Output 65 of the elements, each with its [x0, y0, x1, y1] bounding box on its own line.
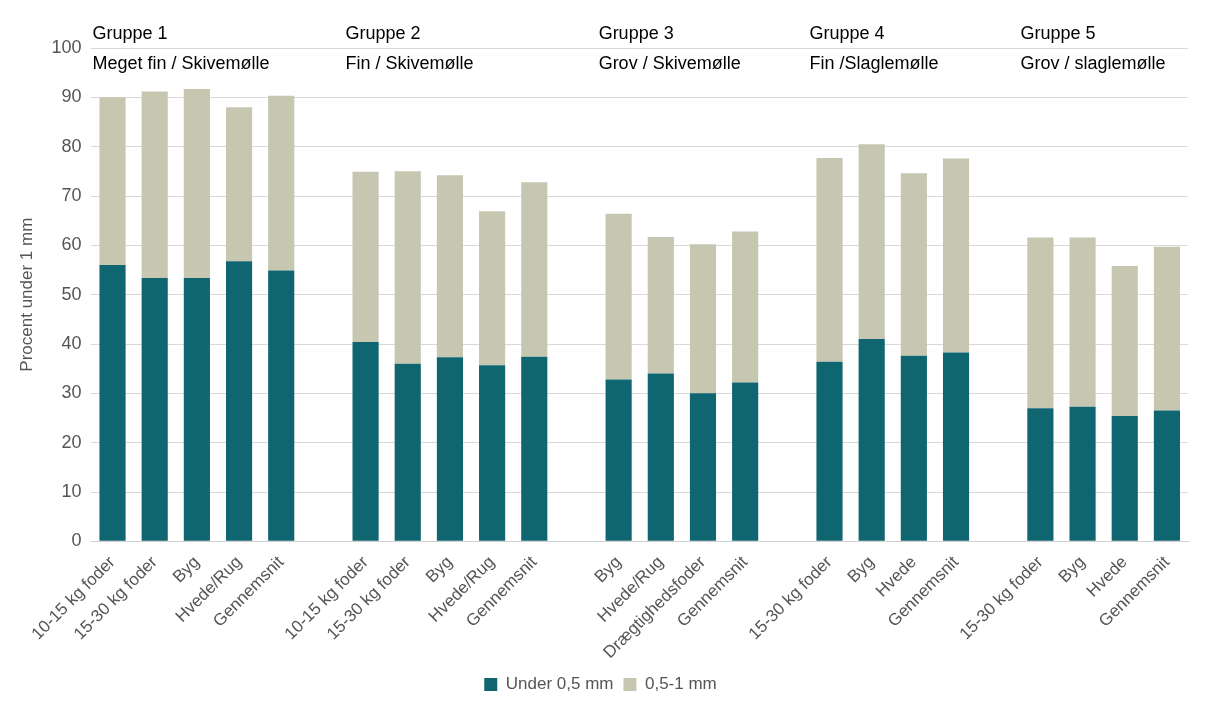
bar: [352, 342, 379, 541]
bar: [732, 231, 759, 383]
bar: [732, 382, 759, 541]
bar: [858, 339, 885, 541]
bar: [436, 175, 463, 358]
y-tick-label: 10: [61, 480, 82, 501]
y-tick-label: 80: [61, 135, 82, 156]
bar: [479, 365, 506, 541]
y-tick-label: 70: [61, 184, 82, 205]
bar: [225, 261, 253, 541]
x-tick-label: Byg: [1054, 552, 1089, 587]
legend-label: Under 0,5 mm: [505, 674, 614, 694]
bar: [141, 91, 168, 278]
bar: [521, 182, 548, 357]
bar: [183, 88, 210, 278]
x-tick-label: Byg: [843, 552, 878, 587]
annotation: Gruppe 3 Grov / Skivemølle: [598, 22, 741, 73]
bar: [816, 158, 843, 362]
bar: [268, 95, 295, 271]
y-tick-label: 100: [51, 36, 82, 57]
bar: [858, 144, 885, 340]
annotation: Gruppe 2 Fin / Skivemølle: [345, 22, 474, 73]
bar: [1069, 406, 1096, 541]
bar: [605, 213, 632, 380]
annotation: Gruppe 1 Meget fin / Skivemølle: [92, 22, 270, 73]
y-tick-label: 20: [61, 431, 82, 452]
bar: [689, 244, 717, 394]
bar: [1153, 246, 1180, 411]
bar: [1153, 410, 1180, 541]
bar: [141, 277, 168, 541]
bar: [436, 357, 463, 541]
bar: [647, 236, 674, 374]
bar: [900, 355, 927, 541]
bar: [394, 363, 421, 541]
annotation: Gruppe 5 Grov / slaglemølle: [1020, 22, 1166, 73]
bar: [183, 277, 210, 541]
y-axis-title: Procent under 1 mm: [16, 217, 36, 372]
bar: [521, 356, 548, 541]
bar: [605, 379, 632, 541]
bar: [268, 270, 295, 541]
legend-label: 0,5-1 mm: [644, 674, 717, 694]
bar: [942, 158, 970, 353]
bar: [225, 107, 253, 262]
bar: [99, 97, 126, 266]
bar: [900, 173, 927, 356]
y-tick-label: 40: [61, 332, 82, 353]
bar: [647, 373, 674, 541]
annotation: Gruppe 4 Fin /Slaglemølle: [809, 22, 939, 73]
bar: [1027, 237, 1054, 409]
bar: [942, 352, 970, 541]
bar: [1027, 408, 1054, 541]
bar: [1069, 237, 1096, 407]
bar: [1111, 266, 1138, 417]
y-tick-label: 30: [61, 382, 82, 403]
bar: [352, 171, 379, 343]
bar: [99, 265, 126, 541]
bar: [479, 211, 506, 366]
y-tick-label: 50: [61, 283, 82, 304]
y-tick-label: 90: [61, 86, 82, 107]
bar: [394, 171, 421, 364]
bar: [1111, 416, 1138, 541]
y-tick-label: 60: [61, 234, 82, 255]
bar: [689, 393, 717, 541]
y-tick-label: 0: [71, 530, 82, 551]
bar: [816, 361, 843, 541]
